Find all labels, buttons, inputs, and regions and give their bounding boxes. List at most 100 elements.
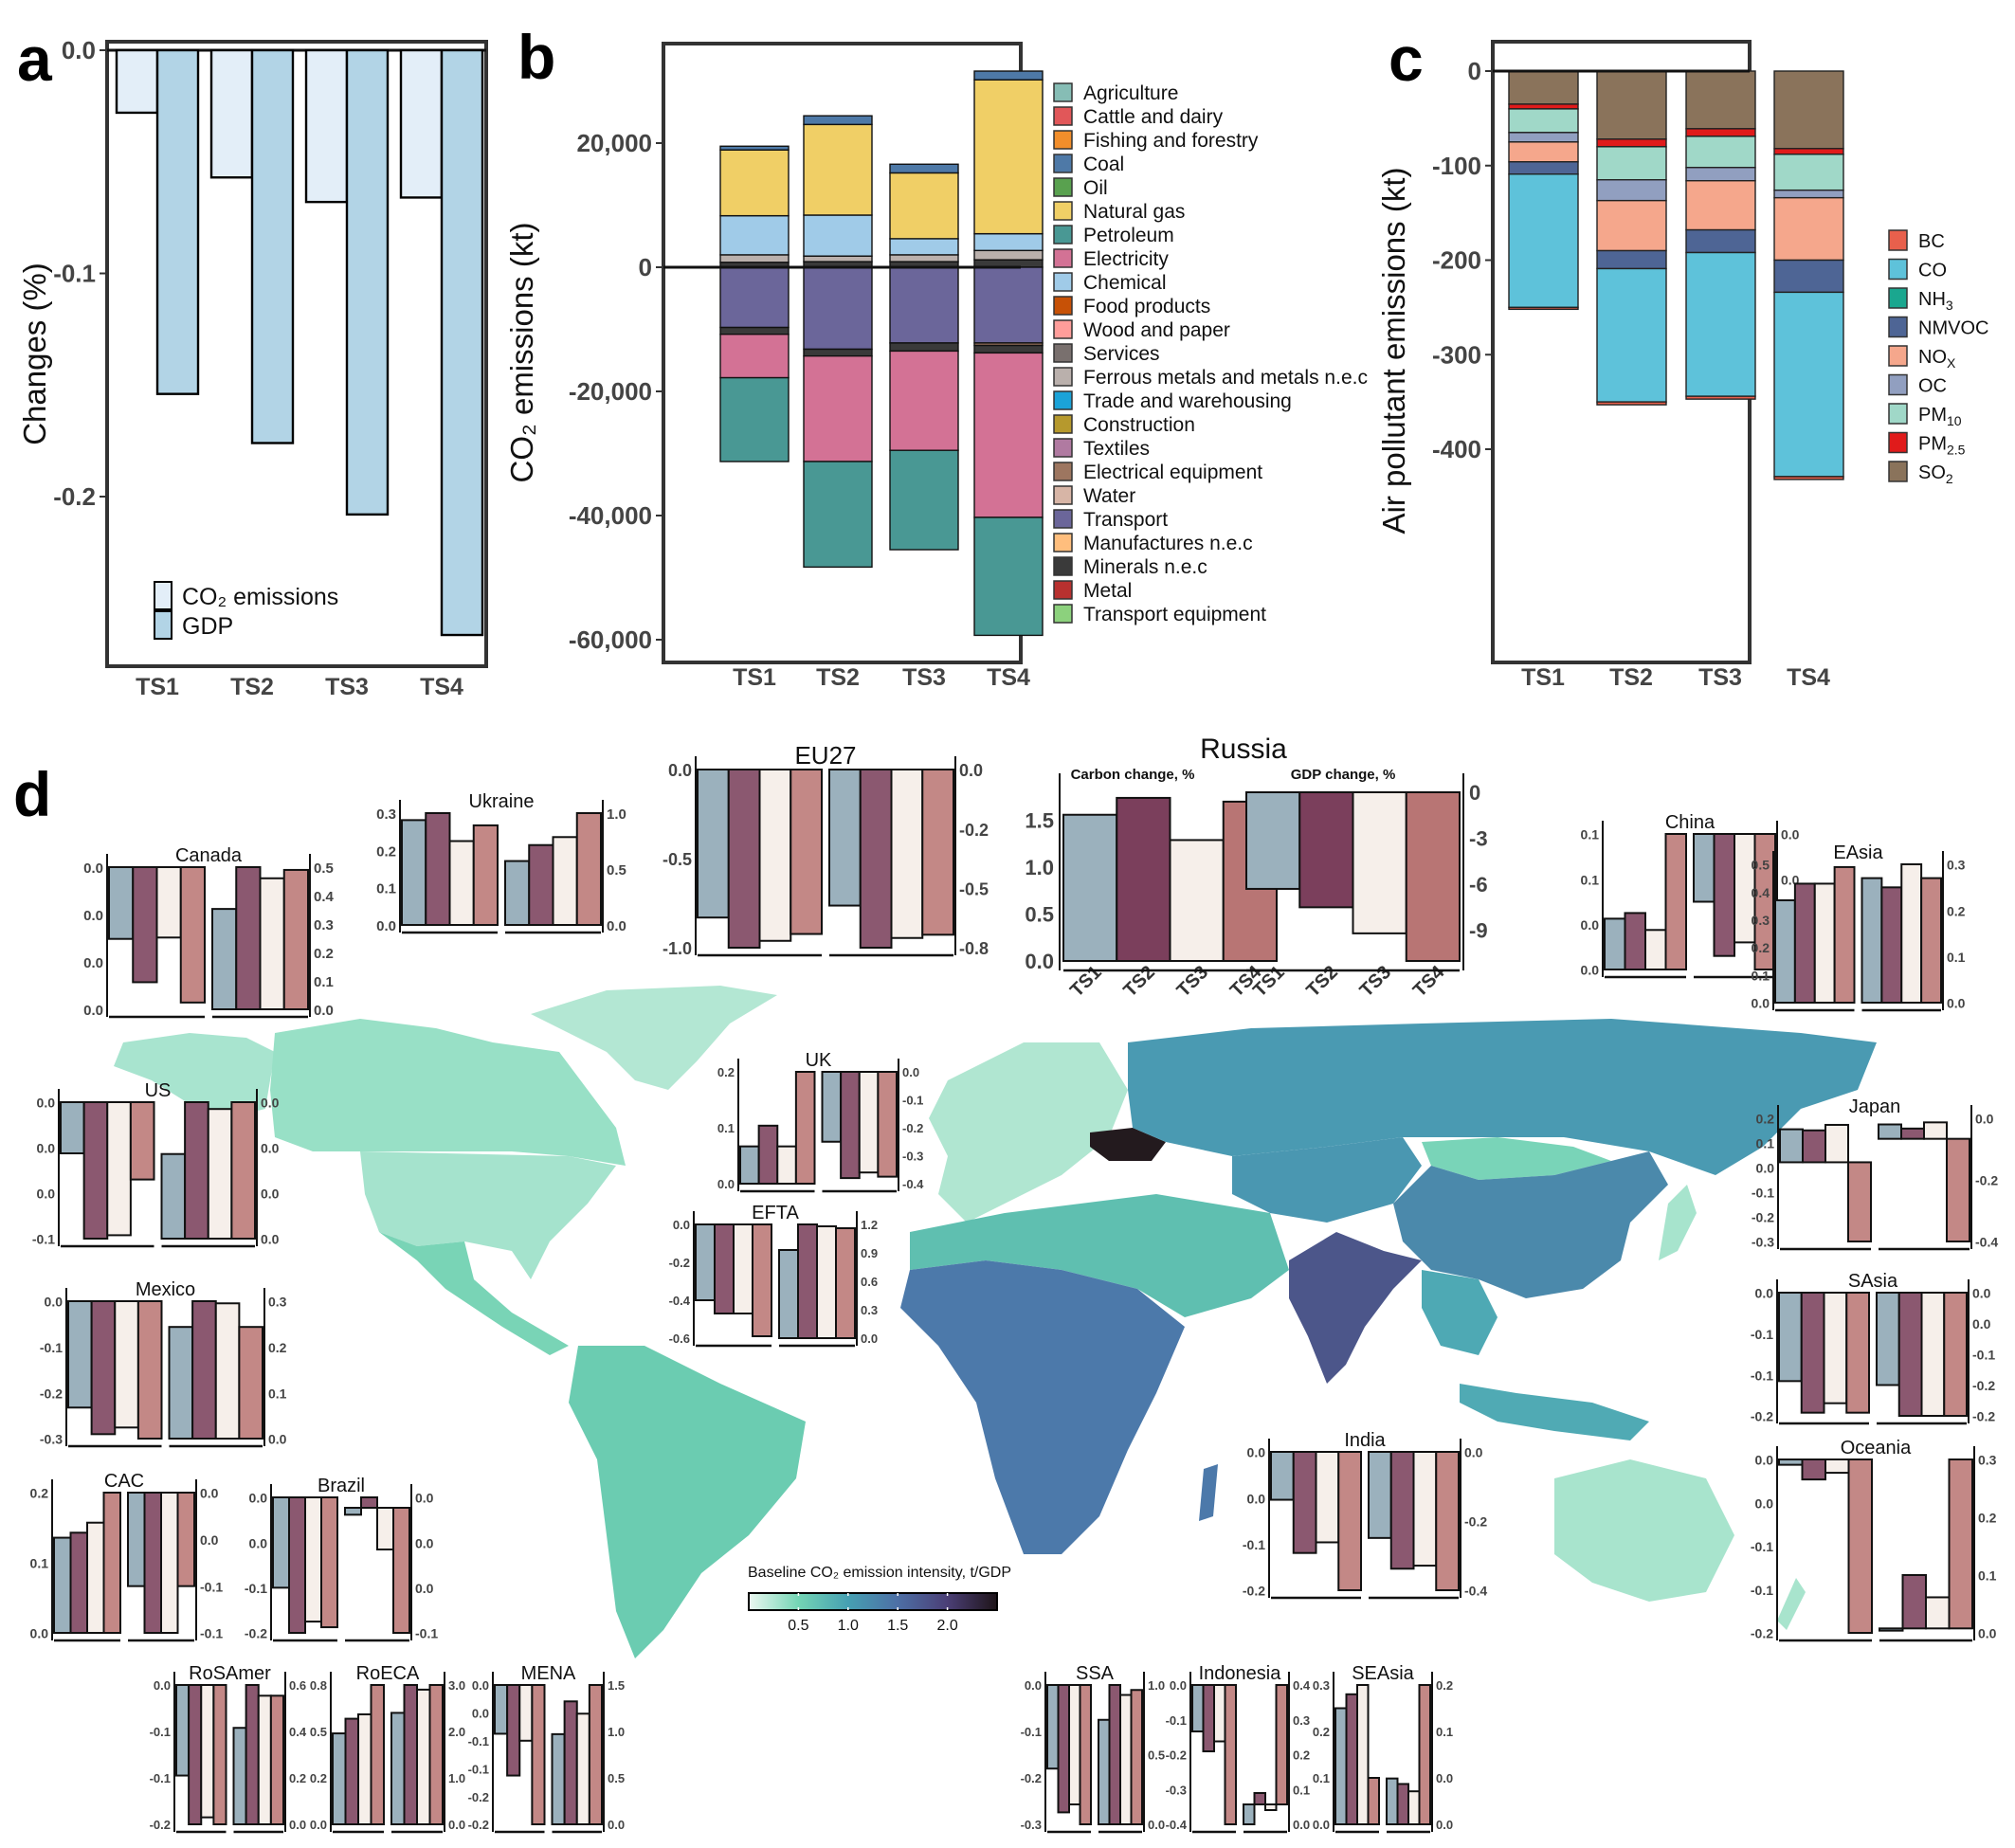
mini-chart-title: Brazil [318,1476,365,1496]
chart-b-segment [889,266,959,344]
mini-tick-label: -0.1 [1751,1583,1773,1598]
mini-bar [1824,1123,1849,1164]
mini-bar [1119,1694,1133,1825]
mini-bar [695,1223,716,1301]
mini-tick-label: 0.2 [1756,1112,1775,1127]
chart-c-legend-swatch [1888,431,1908,454]
mini-tick-label: 0.0 [1581,963,1600,978]
mini-chart-oceania: 0.0 0.0 -0.1 -0.1 -0.2 0.3 0.2 0.1 0.0 Oceania [1751,1438,1997,1642]
mini-bar [191,1300,217,1440]
mini-tick-label: -0.1 [1752,1186,1774,1201]
mini-bar [778,1249,799,1339]
chart-b-segment [719,266,790,329]
mini-tick-label: 0.4 [314,889,335,905]
mini-chart-title: Japan [1849,1096,1901,1117]
chart-b-legend-swatch [1053,509,1073,529]
mini-tick-label: -0.6 [669,1332,690,1346]
chart-b-xtick-label: TS2 [816,664,860,691]
chart-b-segment [973,79,1044,235]
chart-a-ytick-label: -0.1 [53,260,96,288]
mini-tick-label: 0.1 [1436,1725,1453,1739]
mini-tick-label: 0.0 [1247,1445,1266,1460]
mini-tick-label: 0.0 [30,1626,49,1641]
mini-tick-label: 0.0 [1170,1678,1187,1693]
mini-bar [175,1684,191,1777]
mini-tick-label: 0.5 [608,1771,625,1785]
colorbar-title: Baseline CO₂ emission intensity, t/GDP [748,1565,1011,1581]
mini-tick-label: 0.0 [1148,1818,1165,1832]
chart-c-segment [1508,132,1579,143]
mini-tick-label: 0.5 [1148,1748,1165,1763]
mini-bar [269,1694,284,1826]
chart-a-bar [250,48,295,444]
mini-tick-label: 2.0 [448,1725,465,1739]
mini-tick-label: 0.0 [314,1003,334,1019]
mini-tick-label: 0.6 [861,1275,878,1289]
map-region-japan [1659,1185,1697,1260]
mini-bar [494,1684,509,1735]
mini-tick-label: 0.0 [607,918,626,934]
mini-bar [921,769,954,936]
mini-tick-label: 0.0 [261,1141,280,1156]
mini-tick-label: 0.1 [717,1121,735,1135]
map-region-russia [1128,1019,1877,1175]
chart-b-segment [719,326,790,335]
mini-chart-title: SSA [1076,1663,1115,1684]
mini-bar [448,840,475,926]
mini-tick-label: -0.5 [959,880,989,899]
mini-bar [212,1684,227,1825]
chart-c-segment [1685,395,1756,400]
mini-tick-label: 0.0 [1755,1495,1774,1511]
chart-c-segment [1685,136,1756,169]
mini-tick-label: 0.1 [268,1386,287,1401]
chart-b-legend-label: Oil [1083,177,1108,199]
mini-bar [776,1145,797,1185]
mini-bar [245,1684,260,1825]
chart-c-legend-swatch [1888,403,1908,425]
mini-tick-label: -0.1 [150,1725,171,1739]
chart-b: 20,000 0 -20,000 -40,000 -60,000 TS1 TS2 TS3 TS4… [504,42,1368,691]
mini-tick-label: 0.3 [1293,1713,1310,1728]
map-region-oceania [1554,1459,1734,1602]
chart-c-legend-text: OC [1918,376,1947,397]
mini-bar [1386,1777,1399,1826]
chart-b-legend-label: Textiles [1083,438,1150,460]
mini-bar [257,1694,272,1826]
mini-tick-label: 0.0 [154,1678,171,1693]
mini-tick-label: 0.0 [1752,996,1770,1011]
map-region-madagascar [1199,1464,1218,1521]
mini-bar [588,1684,603,1825]
chart-b-xtick-label: TS1 [733,664,776,691]
mini-bar [132,866,158,984]
chart-c-xtick-label: TS3 [1698,664,1742,691]
mini-chart-cac: 0.2 0.1 0.0 0.0 0.0 -0.1 -0.1 CAC [30,1471,223,1642]
mini-chart-title: US [145,1080,172,1101]
mini-bar [1068,1684,1081,1805]
mini-chart-canada: 0.0 0.0 0.0 0.0 0.5 0.4 0.3 0.2 0.1 0.0 Canada [83,845,334,1019]
mini-bar [840,1071,861,1180]
mini-bar [188,1684,203,1825]
chart-b-legend-swatch [1053,296,1073,316]
mini-tick-label: 0.0 [415,1581,434,1596]
chart-c-xtick-label: TS4 [1787,664,1830,691]
mini-bar [528,843,554,927]
mini-bar [1925,1596,1951,1630]
mini-tick-label: 0.3 [1978,1453,1997,1468]
mini-tick-label: 0.1 [1313,1771,1330,1785]
mini-tick-label: 0.0 [1755,1453,1774,1468]
mini-bar [1079,1684,1092,1825]
chart-c-legend-text: BC [1918,231,1945,252]
mini-bar [797,1223,818,1339]
mini-bar [1824,1458,1850,1475]
mini-tick-label: 0.3 [1313,1678,1330,1693]
mini-tick-label: 1.0 [607,806,626,823]
panel-label-c: c [1389,24,1424,94]
chart-c-segment [1508,141,1579,163]
map-region-alaska [114,1033,275,1118]
mini-tick-label: -0.2 [468,1818,489,1832]
mini-bar [739,1145,760,1185]
chart-c-segment [1596,179,1667,202]
mini-chart-rosamer: 0.0 -0.1 -0.1 -0.2 0.6 0.4 0.2 0.0 RoSAmer [150,1663,307,1834]
mini-bar [1778,1292,1803,1383]
mini-chart-brazil: 0.0 0.0 -0.1 -0.2 0.0 0.0 0.0 -0.1 Brazil [245,1476,438,1642]
